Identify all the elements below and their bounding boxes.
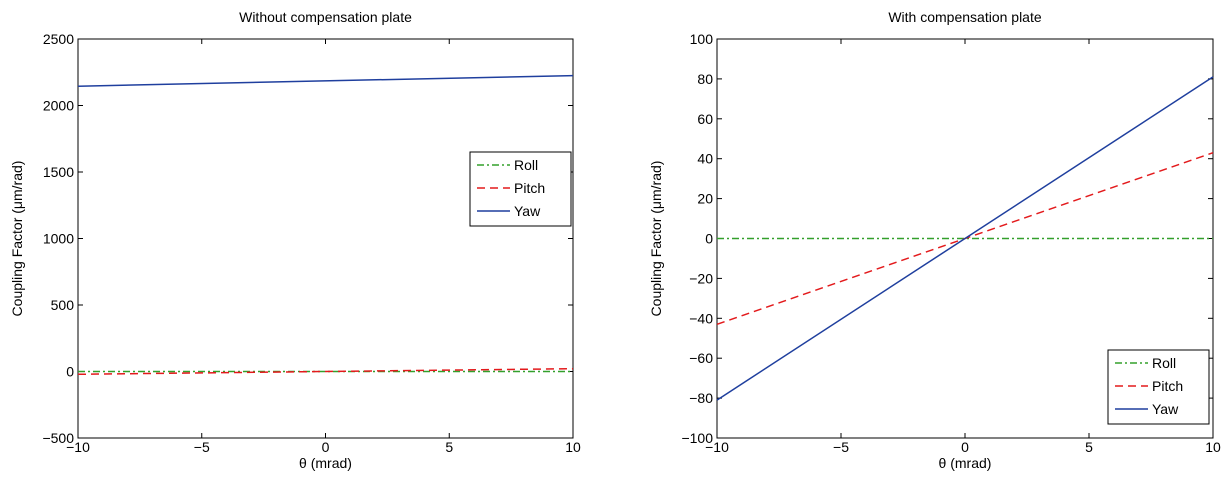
y-tick-label: 0 <box>705 231 713 247</box>
legend-label-yaw: Yaw <box>514 203 541 219</box>
plot-area <box>77 38 574 439</box>
y-tick-label: 80 <box>697 71 713 87</box>
legend-box <box>469 151 572 227</box>
y-tick-label: −40 <box>689 310 713 326</box>
y-tick-label: −20 <box>689 270 713 286</box>
chart-title: With compensation plate <box>888 9 1042 25</box>
y-tick-label: 60 <box>697 111 713 127</box>
y-tick-label: −100 <box>681 430 713 446</box>
x-tick-label: −5 <box>833 439 849 455</box>
series-line-pitch <box>77 367 574 376</box>
x-tick-label: 10 <box>565 439 581 455</box>
y-tick-label: 0 <box>66 364 74 380</box>
y-tick-label: 20 <box>697 191 713 207</box>
legend: Roll Pitch Yaw <box>1107 349 1210 425</box>
legend-label-yaw: Yaw <box>1152 401 1179 417</box>
y-tick-label: 2500 <box>43 31 74 47</box>
y-tick-label: 100 <box>690 31 714 47</box>
x-tick-label: −10 <box>705 439 729 455</box>
legend-label-roll: Roll <box>1152 355 1176 371</box>
y-axis-label: Coupling Factor (μm/rad) <box>648 161 664 317</box>
x-tick-label: −5 <box>194 439 210 455</box>
legend: Roll Pitch Yaw <box>469 151 572 227</box>
legend-box <box>1107 349 1210 425</box>
y-tick-label: 40 <box>697 151 713 167</box>
y-tick-label: 2000 <box>43 98 74 114</box>
y-tick-label: −500 <box>42 430 74 446</box>
chart-title: Without compensation plate <box>239 9 412 25</box>
y-tick-label: 1500 <box>43 164 74 180</box>
x-tick-label: 5 <box>445 439 453 455</box>
y-tick-label: −60 <box>689 350 713 366</box>
chart-without-compensation-plate: −10 −5 0 5 10 −500 0 500 1000 1500 2000 2500 Without… <box>9 9 581 471</box>
y-tick-label: 500 <box>51 297 75 313</box>
legend-label-pitch: Pitch <box>1152 378 1183 394</box>
x-tick-label: −10 <box>66 439 90 455</box>
legend-label-roll: Roll <box>514 157 538 173</box>
x-tick-label: 0 <box>961 439 969 455</box>
y-axis-label: Coupling Factor (μm/rad) <box>9 161 25 317</box>
legend-label-pitch: Pitch <box>514 180 545 196</box>
x-tick-label: 10 <box>1205 439 1221 455</box>
y-tick-label: 1000 <box>43 231 74 247</box>
series-line-yaw <box>716 76 1214 401</box>
x-tick-label: 0 <box>322 439 330 455</box>
x-axis-label: θ (mrad) <box>299 455 352 471</box>
series-line-yaw <box>77 74 574 87</box>
x-tick-label: 5 <box>1085 439 1093 455</box>
x-axis-label: θ (mrad) <box>939 455 992 471</box>
y-tick-label: −80 <box>689 390 713 406</box>
chart-with-compensation-plate: −10 −5 0 5 10 −100 −80 −60 −40 −20 0 20 40 60 80 100 Wit… <box>648 9 1221 471</box>
